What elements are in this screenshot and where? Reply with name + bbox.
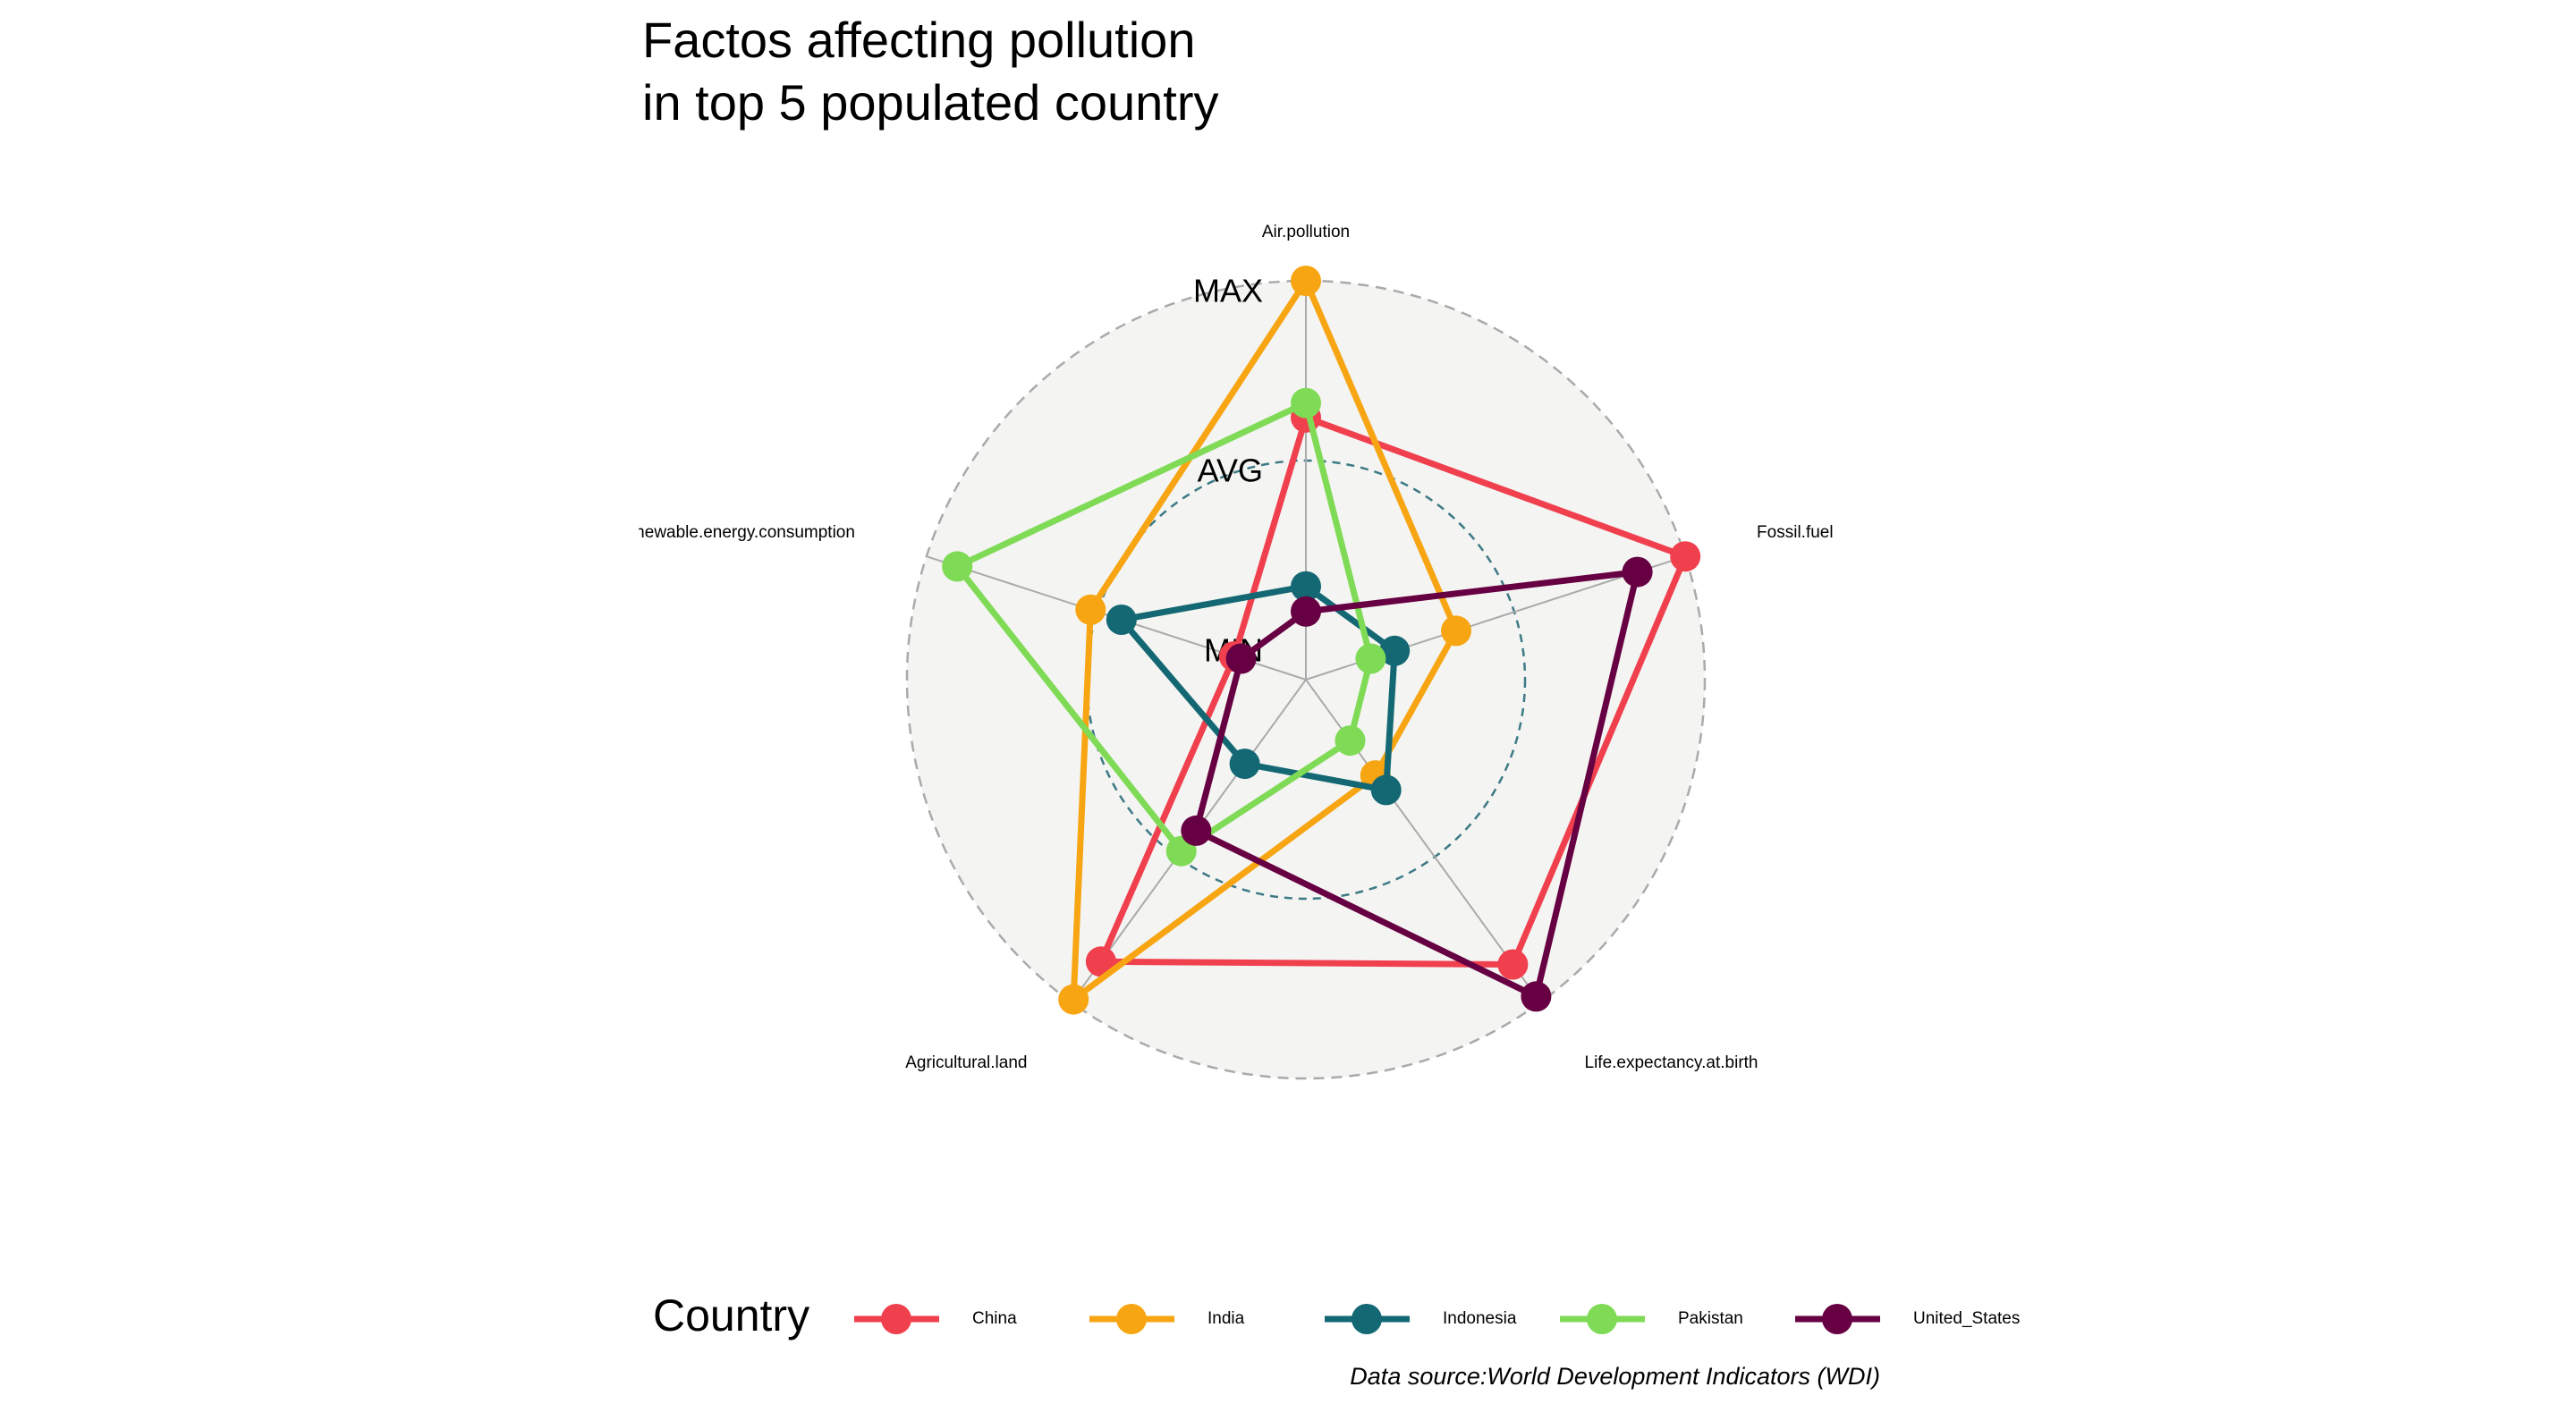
legend-item-indonesia: Indonesia (1325, 1304, 1517, 1334)
point-indonesia-renewable-energy-consumption (1106, 605, 1137, 635)
legend-key-point (1822, 1304, 1852, 1334)
legend-label-united-states: United_States (1913, 1309, 2020, 1328)
point-indonesia-air-pollution (1291, 571, 1321, 602)
series-china (1085, 402, 1701, 980)
point-china-life-expectancy-at-birth (1497, 949, 1529, 980)
legend-label-pakistan: Pakistan (1678, 1309, 1743, 1328)
axis-label-agricultural-land: Agricultural.land (905, 1053, 1027, 1072)
point-india-renewable-energy-consumption (1075, 594, 1106, 625)
legend: Country China India Indonesia Pakistan Unite… (653, 1290, 2020, 1341)
legend-item-united-states: United_States (1795, 1304, 2020, 1334)
axis-label-air-pollution: Air.pollution (1262, 223, 1350, 241)
legend-key-point (881, 1304, 911, 1334)
grid-label-max: MAX (1193, 273, 1263, 309)
grid-label-avg: AVG (1198, 452, 1263, 489)
series-line-pakistan (953, 400, 1374, 855)
radar-panel: Air.pollution Fossil.fuel Life.expectancy.… (614, 223, 1834, 1080)
point-indonesia-agricultural-land (1229, 749, 1260, 780)
point-united-states-agricultural-land (1181, 815, 1212, 846)
series-india (1058, 266, 1471, 1015)
point-china-agricultural-land (1085, 946, 1116, 977)
point-india-air-pollution (1291, 266, 1321, 296)
point-indonesia-life-expectancy-at-birth (1370, 774, 1402, 806)
point-india-fossil-fuel (1441, 615, 1471, 647)
series-line-indonesia (1118, 583, 1398, 793)
legend-item-china: China (854, 1304, 1017, 1334)
chart-title: Factos affecting pollution in top 5 popu… (642, 12, 1218, 131)
legend-title: Country (653, 1290, 809, 1341)
point-pakistan-fossil-fuel (1355, 643, 1386, 674)
axis-label-renewable-energy-consumption: Renewable.energy.consumption (614, 523, 855, 542)
chart-caption: Data source:World Development Indicators… (1350, 1363, 1880, 1390)
legend-label-indonesia: Indonesia (1443, 1309, 1517, 1328)
chart-title-line-1: Factos affecting pollution (642, 12, 1195, 68)
point-india-agricultural-land (1058, 984, 1089, 1015)
series-line-china (1097, 414, 1689, 968)
legend-label-india: India (1208, 1309, 1245, 1328)
legend-items: China India Indonesia Pakistan United_States (854, 1304, 2020, 1334)
series-pakistan (942, 387, 1386, 867)
legend-key-point (1352, 1304, 1382, 1334)
legend-item-pakistan: Pakistan (1560, 1304, 1743, 1334)
axis-label-life-expectancy-at-birth: Life.expectancy.at.birth (1585, 1053, 1758, 1072)
legend-key-point (1116, 1304, 1147, 1334)
chart-title-line-2: in top 5 populated country (642, 74, 1218, 131)
series-united-states (1181, 556, 1653, 1012)
radar-axis-labels: Air.pollution Fossil.fuel Life.expectancy.… (614, 223, 1834, 1072)
series-indonesia (1106, 571, 1411, 806)
series-line-india (1070, 277, 1460, 1003)
axis-label-fossil-fuel: Fossil.fuel (1757, 523, 1834, 542)
point-united-states-renewable-energy-consumption (1225, 643, 1257, 674)
legend-label-china: China (972, 1309, 1017, 1328)
point-united-states-life-expectancy-at-birth (1521, 981, 1552, 1012)
legend-item-india: India (1089, 1304, 1245, 1334)
point-pakistan-renewable-energy-consumption (942, 551, 973, 582)
legend-key-point (1587, 1304, 1617, 1334)
point-pakistan-air-pollution (1291, 387, 1321, 419)
radar-series (942, 266, 1701, 1015)
point-china-fossil-fuel (1670, 541, 1701, 572)
point-united-states-fossil-fuel (1622, 556, 1653, 588)
point-united-states-air-pollution (1291, 596, 1321, 627)
point-pakistan-life-expectancy-at-birth (1335, 725, 1366, 757)
point-indonesia-fossil-fuel (1379, 635, 1411, 666)
